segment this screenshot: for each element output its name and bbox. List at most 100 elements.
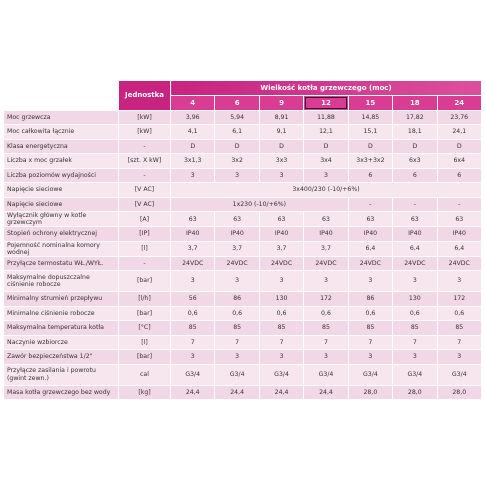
row-value: 3 xyxy=(392,349,438,365)
row-value: IP40 xyxy=(392,226,438,242)
table-row: Maksymalne dopuszczalne ciśnienie robocz… xyxy=(3,270,483,292)
row-value: 8,91 xyxy=(258,109,305,125)
row-value: 6 xyxy=(347,167,394,183)
row-value: 0,6 xyxy=(258,305,305,321)
row-unit: [V AC] xyxy=(118,196,171,212)
row-value: G3/4 xyxy=(214,363,260,386)
row-label: Napięcie sieciowe xyxy=(3,196,119,212)
row-value: - xyxy=(392,196,438,212)
row-value: 28,0 xyxy=(392,384,438,400)
row-value: G3/4 xyxy=(392,363,438,386)
size-header: 15 xyxy=(347,95,394,111)
row-value: 3 xyxy=(258,270,305,292)
row-value: 4,1 xyxy=(169,124,216,140)
row-value: 3 xyxy=(303,349,349,365)
row-value: 3 xyxy=(169,270,216,292)
row-value: 3 xyxy=(436,349,483,365)
row-label: Moc całkowita łącznie xyxy=(3,124,119,140)
table-row: Napięcie sieciowe [V AC] 1x230 (-10/+6%) - -… xyxy=(3,196,483,212)
row-value: 63 xyxy=(392,211,438,227)
row-value: IP40 xyxy=(347,226,394,242)
row-value: IP40 xyxy=(303,226,349,242)
size-header: 24 xyxy=(436,95,483,111)
row-value: 3 xyxy=(169,167,216,183)
size-title: Wielkość kotła grzewczego (moc) xyxy=(170,80,482,96)
row-value: 3,7 xyxy=(258,240,305,257)
row-value: 85 xyxy=(169,320,216,336)
row-value: 63 xyxy=(436,211,483,227)
row-label: Przyłącze termostatu WŁ./WYŁ. xyxy=(3,255,119,271)
row-label: Wyłącznik główny w kotle grzewczym xyxy=(3,211,119,227)
row-label: Przyłącze zasilania i powrotu (gwint zew… xyxy=(3,363,119,386)
row-unit: [l/h] xyxy=(118,291,171,307)
row-unit: [kW] xyxy=(118,109,171,125)
row-unit: [bar] xyxy=(118,305,171,321)
table-row: Minimalne ciśnienie robocze [bar] 0,6 0,6 0,… xyxy=(3,305,483,321)
size-header: 12 xyxy=(303,95,349,111)
row-value: 63 xyxy=(347,211,394,227)
row-value: 24VDC xyxy=(436,255,483,271)
row-label: Napięcie sieciowe xyxy=(3,182,119,198)
table-row: Przyłącze termostatu WŁ./WYŁ. -24VDC 24VDC… xyxy=(3,255,483,271)
row-value: 18,1 xyxy=(392,124,438,140)
size-header: 4 xyxy=(169,95,216,111)
row-value: 6x3 xyxy=(392,153,438,169)
row-value: 3 xyxy=(303,270,349,292)
table-row: Liczba poziomów wydajności -3 3 3 3 6 6 6 xyxy=(3,167,483,183)
table-row: Maksymalna temperatura kotła [°C] 85 85 85 85… xyxy=(3,320,483,336)
row-value: 24VDC xyxy=(258,255,305,271)
row-value: 6 xyxy=(392,167,438,183)
row-value: 3 xyxy=(214,167,260,183)
row-value: 24,4 xyxy=(214,384,260,400)
row-value: 3x3 xyxy=(258,153,305,169)
row-value: 24,1 xyxy=(436,124,483,140)
row-unit: [szt. X kW] xyxy=(118,153,171,169)
row-value: D xyxy=(169,138,216,154)
row-value: D xyxy=(258,138,305,154)
table-row: Moc całkowita łącznie [kW] 4,1 6,1 9,1 12,1 15… xyxy=(3,124,483,140)
table-row: Naczynie wzbiorcze [l] 7 7 7 7 7 7 7 xyxy=(3,334,483,350)
size-header: 9 xyxy=(258,95,305,111)
row-label: Minimalny strumień przepływu xyxy=(3,291,119,307)
row-value: 172 xyxy=(303,291,349,307)
row-value: 7 xyxy=(347,334,394,350)
row-value: 3 xyxy=(347,270,394,292)
row-value: G3/4 xyxy=(436,363,483,386)
row-value: D xyxy=(303,138,349,154)
row-value: 3,7 xyxy=(303,240,349,257)
table-row: Klasa energetyczna - D D D D D D D xyxy=(3,138,483,154)
row-value: 5,94 xyxy=(214,109,260,125)
row-value: 0,6 xyxy=(436,305,483,321)
row-value: IP40 xyxy=(214,226,260,242)
row-value: 56 xyxy=(169,291,216,307)
row-label: Pojemność nominalna komory wodnej xyxy=(3,240,119,257)
row-unit: [kW] xyxy=(118,124,171,140)
row-value: 0,6 xyxy=(347,305,394,321)
row-value: - xyxy=(436,196,483,212)
row-unit: [IP] xyxy=(118,226,171,242)
row-value: 11,88 xyxy=(303,109,349,125)
row-unit: - xyxy=(118,138,171,154)
table-row: Liczba x moc grzałek [szt. X kW] 3x1,3 3x2 3… xyxy=(3,153,483,169)
row-value: 85 xyxy=(303,320,349,336)
row-value: 172 xyxy=(436,291,483,307)
row-unit: [bar] xyxy=(118,270,171,292)
row-value: 3 xyxy=(258,349,305,365)
table-row: Przyłącze zasilania i powrotu (gwint zew… xyxy=(3,363,483,386)
row-value: 24,4 xyxy=(303,384,349,400)
row-label: Maksymalna temperatura kotła xyxy=(3,320,119,336)
row-value: 28,0 xyxy=(436,384,483,400)
row-value: IP40 xyxy=(169,226,216,242)
row-value: 85 xyxy=(258,320,305,336)
row-value: 3 xyxy=(392,270,438,292)
row-value: 14,85 xyxy=(347,109,394,125)
row-value: 85 xyxy=(214,320,260,336)
table-row: Pojemność nominalna komory wodnej [l] 3,7 3… xyxy=(3,240,483,257)
row-label: Masa kotła grzewczego bez wody xyxy=(3,384,119,400)
table-row: Wyłącznik główny w kotle grzewczym [A] 63 6… xyxy=(3,211,483,227)
row-value: 24VDC xyxy=(169,255,216,271)
row-value: 3 xyxy=(214,270,260,292)
row-value: 24,4 xyxy=(258,384,305,400)
spec-table: Jednostka Wielkość kotła grzewczego (moc… xyxy=(3,80,483,400)
row-value: 6,4 xyxy=(392,240,438,257)
